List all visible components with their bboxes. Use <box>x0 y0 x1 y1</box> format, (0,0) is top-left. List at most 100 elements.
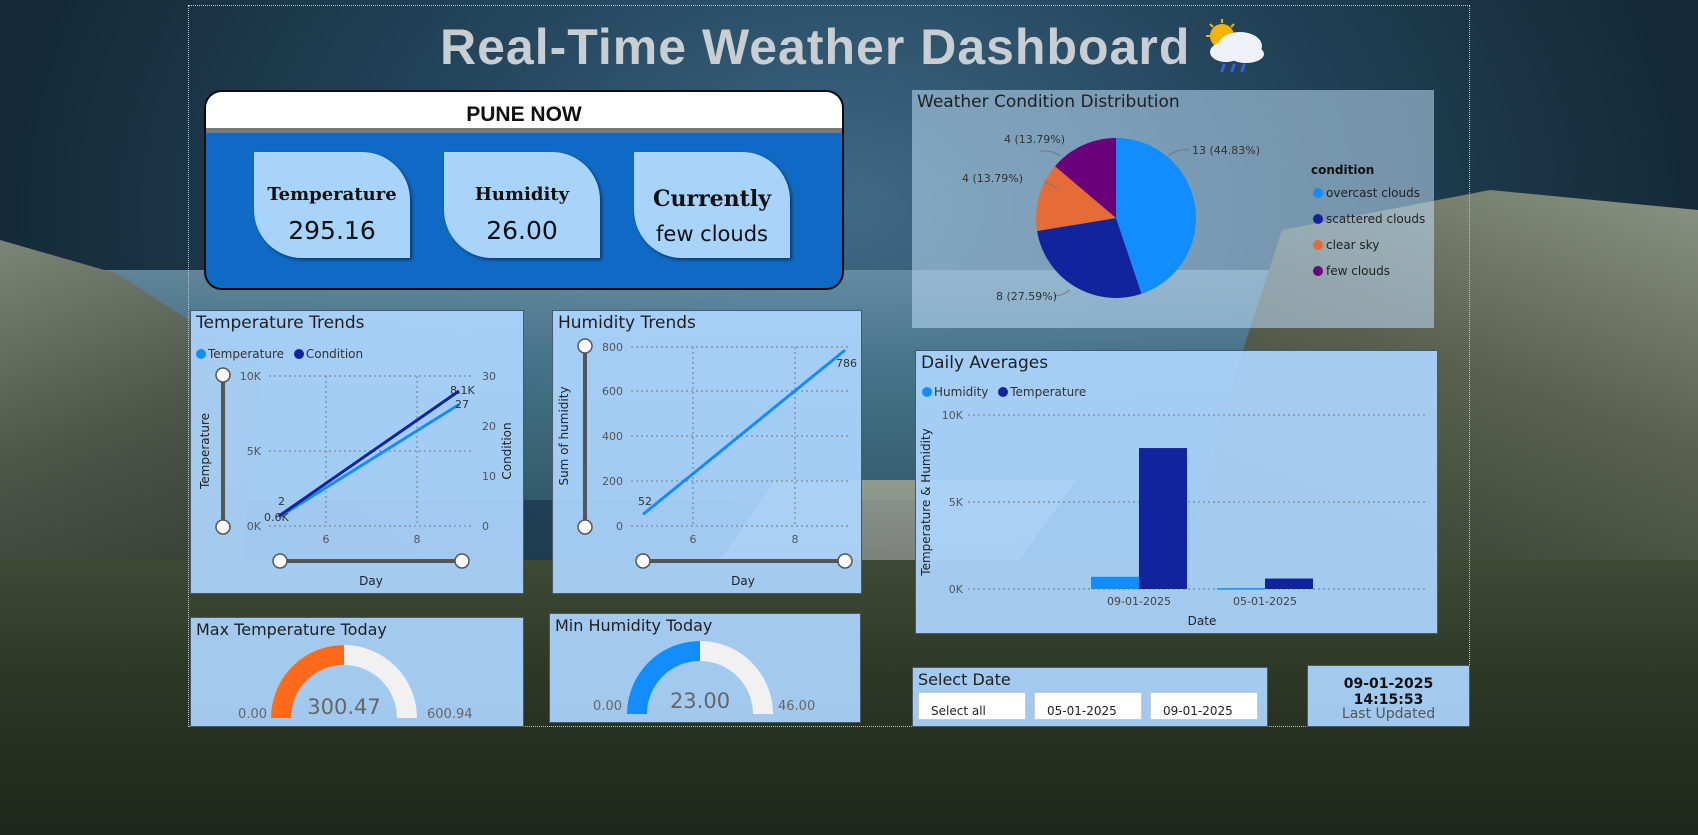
currently-kpi-value: few clouds <box>656 222 768 246</box>
x-tick: 05-01-2025 <box>1233 595 1297 608</box>
y-tick: 400 <box>602 430 623 443</box>
slicer-option-05-01-2025[interactable]: 05-01-2025 <box>1034 692 1142 720</box>
x-tick: 8 <box>792 533 799 546</box>
daily-averages-chart: 10K 5K 0K Temperature & Humidity 09-01-2… <box>919 409 1428 628</box>
y-axis-label: Temperature <box>198 413 212 490</box>
pie-label-scattered: 8 (27.59%) <box>996 290 1057 303</box>
humidity-trends-title: Humidity Trends <box>558 313 696 333</box>
y-axis-label: Temperature & Humidity <box>919 428 933 576</box>
y-tick: 5K <box>247 445 262 458</box>
humidity-trends-panel: Humidity Trends 800 600 400 200 0 6 8 Su… <box>552 310 862 594</box>
pie-label-few-clouds: 4 (13.79%) <box>1004 133 1065 146</box>
legend-marker <box>1313 266 1323 276</box>
temperature-trends-legend: Temperature Condition <box>196 347 369 361</box>
max-temperature-gauge: 300.47 0.00 600.94 <box>238 645 473 722</box>
min-humidity-gauge-panel: Min Humidity Today 23.00 0.00 46.00 <box>549 613 861 723</box>
pie-label-overcast: 13 (44.83%) <box>1192 144 1260 157</box>
legend-marker <box>1313 214 1323 224</box>
daily-averages-panel: Daily Averages Humidity Temperature 10K … <box>915 350 1438 634</box>
x-axis-label: Day <box>731 574 755 588</box>
legend-marker <box>1313 240 1323 250</box>
pie-legend-title: condition <box>1311 163 1374 177</box>
slicer-option-select-all[interactable]: Select all <box>918 692 1026 720</box>
x-tick: 6 <box>323 533 330 546</box>
max-temperature-gauge-panel: Max Temperature Today 300.47 0.00 600.94 <box>190 617 524 727</box>
bar-humidity-05-01-2025[interactable] <box>1217 588 1265 590</box>
cond-end-label: 27 <box>455 398 469 411</box>
x-range-slider-handle-right[interactable] <box>837 553 853 569</box>
gauge-max-label: 600.94 <box>427 707 473 722</box>
x-tick: 6 <box>690 533 697 546</box>
legend-marker <box>1313 188 1323 198</box>
humidity-kpi-card: Humidity 26.00 <box>444 152 600 258</box>
x-tick: 8 <box>414 533 421 546</box>
humidity-start-label: 52 <box>638 495 652 508</box>
x-range-slider-handle-right[interactable] <box>454 553 470 569</box>
x-range-slider-handle-left[interactable] <box>272 553 288 569</box>
x-axis-label: Date <box>1188 614 1217 628</box>
min-humidity-value: 23.00 <box>670 689 730 713</box>
series-line-humidity <box>642 348 846 516</box>
pie-slice-overcast-clouds[interactable] <box>1116 138 1196 294</box>
y-tick: 0K <box>949 583 964 596</box>
y-range-slider-handle-bottom[interactable] <box>577 519 593 535</box>
y-tick: 0K <box>247 520 262 533</box>
max-temperature-value: 300.47 <box>307 695 380 719</box>
min-humidity-gauge-fill <box>627 641 700 714</box>
y-range-slider-handle-top[interactable] <box>577 338 593 354</box>
gauge-max-label: 46.00 <box>778 699 815 714</box>
humidity-kpi-label: Humidity <box>474 184 570 205</box>
max-temperature-gauge-fill <box>271 645 344 718</box>
y-range-slider-handle-bottom[interactable] <box>215 519 231 535</box>
max-temperature-title: Max Temperature Today <box>196 620 387 639</box>
dashboard-frame <box>188 5 1470 727</box>
last-updated-timestamp: 09-01-2025 14:15:53 <box>1343 676 1434 708</box>
legend-item[interactable]: scattered clouds <box>1326 212 1425 226</box>
y2-tick: 0 <box>482 520 489 533</box>
slicer-option-09-01-2025[interactable]: 09-01-2025 <box>1150 692 1258 720</box>
select-date-title: Select Date <box>918 670 1011 689</box>
y-tick: 0 <box>616 520 623 533</box>
y-tick: 800 <box>602 341 623 354</box>
bar-temperature-09-01-2025[interactable] <box>1139 448 1187 589</box>
series-line-condition <box>278 389 460 518</box>
legend-item[interactable]: overcast clouds <box>1326 186 1420 200</box>
min-humidity-title: Min Humidity Today <box>555 616 713 635</box>
pune-now-card: PUNE NOW Temperature 295.16 Humidity 26.… <box>204 90 844 290</box>
pune-now-title: PUNE NOW <box>206 92 842 133</box>
cond-start-label: 2 <box>278 495 285 508</box>
legend-temperature: Temperature <box>196 347 284 361</box>
temperature-kpi-label: Temperature <box>267 184 397 205</box>
weather-condition-distribution-panel: Weather Condition Distribution 13 (44.83… <box>912 90 1434 328</box>
x-range-slider-handle-left[interactable] <box>635 553 651 569</box>
y-axis-label: Sum of humidity <box>557 386 571 485</box>
last-updated-label: Last Updated <box>1341 706 1436 722</box>
legend-condition: Condition <box>293 347 363 361</box>
humidity-end-label: 786 <box>836 357 857 370</box>
daily-averages-title: Daily Averages <box>921 353 1049 373</box>
bar-temperature-05-01-2025[interactable] <box>1265 578 1313 589</box>
humidity-kpi-value: 26.00 <box>486 216 558 245</box>
y2-tick: 20 <box>482 420 496 433</box>
temperature-trends-title: Temperature Trends <box>196 313 365 333</box>
y-tick: 10K <box>942 409 964 422</box>
currently-kpi-card: Currently few clouds <box>634 152 790 258</box>
y2-tick: 30 <box>482 370 496 383</box>
temperature-trends-chart: 10K 5K 0K 30 20 10 0 6 8 Temperature Con… <box>198 367 514 588</box>
legend-humidity: Humidity <box>922 385 988 399</box>
pie-slice-few-clouds[interactable] <box>1055 138 1116 218</box>
pie-chart: 13 (44.83%) 8 (27.59%) 4 (13.79%) 4 (13.… <box>962 133 1425 303</box>
y2-axis-label: Condition <box>500 422 514 479</box>
legend-item[interactable]: few clouds <box>1326 264 1390 278</box>
legend-item[interactable]: clear sky <box>1326 238 1379 252</box>
temperature-kpi-value: 295.16 <box>288 216 376 245</box>
y-tick: 200 <box>602 475 623 488</box>
y2-tick: 10 <box>482 470 496 483</box>
temperature-kpi-card: Temperature 295.16 <box>254 152 410 258</box>
bar-humidity-09-01-2025[interactable] <box>1091 576 1139 589</box>
pie-slice-scattered-clouds[interactable] <box>1037 218 1142 298</box>
last-updated-card: 09-01-2025 14:15:53 Last Updated <box>1307 665 1470 727</box>
y-range-slider-handle-top[interactable] <box>215 367 231 383</box>
page-title: Real-Time Weather Dashboard <box>440 19 1191 75</box>
pie-slice-clear-sky[interactable] <box>1036 166 1116 231</box>
